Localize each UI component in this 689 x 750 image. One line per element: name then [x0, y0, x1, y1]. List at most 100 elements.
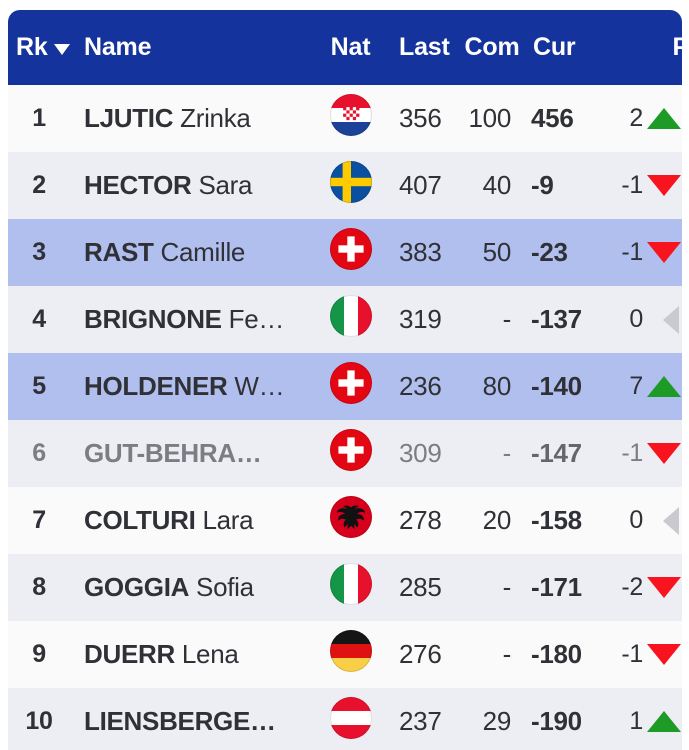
trend-down-icon: [646, 242, 681, 263]
rank-cell: 9: [32, 640, 46, 668]
ranking-table: Rk Name Nat Last Com Cur P 1: [8, 10, 682, 750]
athlete-first-name: Zrinka: [173, 103, 251, 133]
trend-cell: [645, 108, 682, 129]
athlete-name-cell: DUERR Lena: [70, 639, 308, 670]
athlete-name-cell: LIENSBERGE…: [70, 706, 308, 737]
last-points-cell: 407: [399, 170, 442, 200]
athlete-name-cell: HECTOR Sara: [70, 170, 308, 201]
cur-points-cell: -9: [531, 170, 554, 200]
trend-cell: [645, 644, 682, 665]
table-row[interactable]: 1 LJUTIC Zrinka 356 100 456 2: [8, 85, 682, 152]
table-row[interactable]: 3 RAST Camille 383 50 -23 -1: [8, 219, 682, 286]
germany-flag-icon: [329, 630, 372, 679]
athlete-first-name: Lara: [195, 505, 254, 535]
athlete-last-name: HOLDENER: [84, 371, 228, 401]
rank-cell: 2: [32, 171, 46, 199]
nation-cell: [308, 362, 393, 411]
column-header-p-clipped[interactable]: P: [673, 10, 682, 85]
trend-down-icon: [646, 577, 681, 598]
rank-change-cell: -1: [621, 640, 643, 668]
athlete-first-name: Lena: [174, 639, 239, 669]
rank-cell: 7: [32, 506, 46, 534]
rank-change-cell: -1: [621, 171, 643, 199]
cur-points-cell: -190: [531, 706, 582, 736]
trend-cell: [645, 242, 682, 263]
trend-cell: [645, 376, 682, 397]
rank-change-cell: 7: [629, 372, 643, 400]
table-row[interactable]: 8 GOGGIA Sofia 285 - -171 -2: [8, 554, 682, 621]
last-points-cell: 356: [399, 103, 442, 133]
nation-cell: [308, 94, 393, 143]
rank-change-cell: 1: [629, 707, 643, 735]
com-points-cell: -: [502, 304, 512, 334]
table-row[interactable]: 6 GUT-BEHRA… 309 - -147 -1: [8, 420, 682, 487]
trend-down-icon: [646, 175, 681, 196]
athlete-last-name: LJUTIC: [84, 103, 174, 133]
nation-header-label: Nat: [330, 33, 371, 61]
trend-cell: [645, 175, 682, 196]
com-points-cell: 100: [468, 103, 512, 133]
athlete-last-name: LIENSBERGE…: [84, 706, 276, 736]
trend-up-icon: [646, 108, 681, 129]
athlete-first-name: W…: [227, 371, 285, 401]
rank-change-cell: 0: [629, 506, 643, 534]
trend-cell: [645, 506, 682, 535]
cur-points-cell: -140: [531, 371, 582, 401]
table-row[interactable]: 2 HECTOR Sara 407 40 -9 -1: [8, 152, 682, 219]
athlete-name-cell: COLTURI Lara: [70, 505, 308, 536]
last-points-cell: 278: [399, 505, 442, 535]
nation-cell: [308, 161, 393, 210]
rank-cell: 5: [32, 372, 46, 400]
table-row[interactable]: 10 LIENSBERGE… 237 29 -190 1: [8, 688, 682, 750]
nation-cell: [308, 630, 393, 679]
nation-cell: [308, 563, 393, 612]
trend-cell: [645, 443, 682, 464]
last-points-cell: 285: [399, 572, 442, 602]
athlete-name-cell: RAST Camille: [70, 237, 308, 268]
column-header-com[interactable]: Com: [461, 33, 523, 62]
trend-cell: [645, 305, 682, 334]
table-row[interactable]: 5 HOLDENER W… 236 80 -140 7: [8, 353, 682, 420]
nation-cell: [308, 496, 393, 545]
nation-cell: [308, 228, 393, 277]
athlete-name-cell: HOLDENER W…: [70, 371, 308, 402]
com-points-cell: 20: [482, 505, 512, 535]
last-points-cell: 309: [399, 438, 442, 468]
com-points-cell: -: [502, 438, 512, 468]
name-header-label: Name: [84, 33, 152, 61]
rank-cell: 8: [32, 573, 46, 601]
column-header-cur[interactable]: Cur: [523, 33, 605, 62]
rank-cell: 1: [32, 104, 46, 132]
com-points-cell: -: [502, 639, 512, 669]
com-points-cell: 80: [482, 371, 512, 401]
table-row[interactable]: 9 DUERR Lena 276 - -180 -1: [8, 621, 682, 688]
last-points-cell: 319: [399, 304, 442, 334]
rank-cell: 4: [32, 305, 46, 333]
rank-change-cell: 0: [629, 305, 643, 333]
italy-flag-icon: [329, 563, 372, 612]
com-points-cell: -: [502, 572, 512, 602]
p-header-label: P: [672, 33, 682, 61]
column-header-last[interactable]: Last: [393, 33, 461, 62]
column-header-name[interactable]: Name: [70, 33, 308, 62]
sort-desc-icon: [53, 44, 70, 55]
nation-cell: [308, 295, 393, 344]
column-header-rank[interactable]: Rk: [8, 33, 70, 62]
rank-change-cell: -1: [621, 238, 643, 266]
athlete-name-cell: LJUTIC Zrinka: [70, 103, 308, 134]
athlete-last-name: GOGGIA: [84, 572, 190, 602]
trend-neutral-icon: [662, 506, 679, 535]
table-row[interactable]: 4 BRIGNONE Fe… 319 - -137 0: [8, 286, 682, 353]
italy-flag-icon: [329, 295, 372, 344]
athlete-first-name: Sara: [191, 170, 253, 200]
com-points-cell: 29: [482, 706, 512, 736]
table-row[interactable]: 7 COLTURI Lara 278 20 -158 0: [8, 487, 682, 554]
athlete-last-name: GUT-BEHRA…: [84, 438, 262, 468]
athlete-name-cell: GUT-BEHRA…: [70, 438, 308, 469]
com-header-label: Com: [464, 33, 520, 61]
last-points-cell: 383: [399, 237, 442, 267]
column-header-nation[interactable]: Nat: [308, 33, 393, 62]
rank-header-label: Rk: [16, 33, 48, 61]
last-points-cell: 236: [399, 371, 442, 401]
last-points-cell: 276: [399, 639, 442, 669]
